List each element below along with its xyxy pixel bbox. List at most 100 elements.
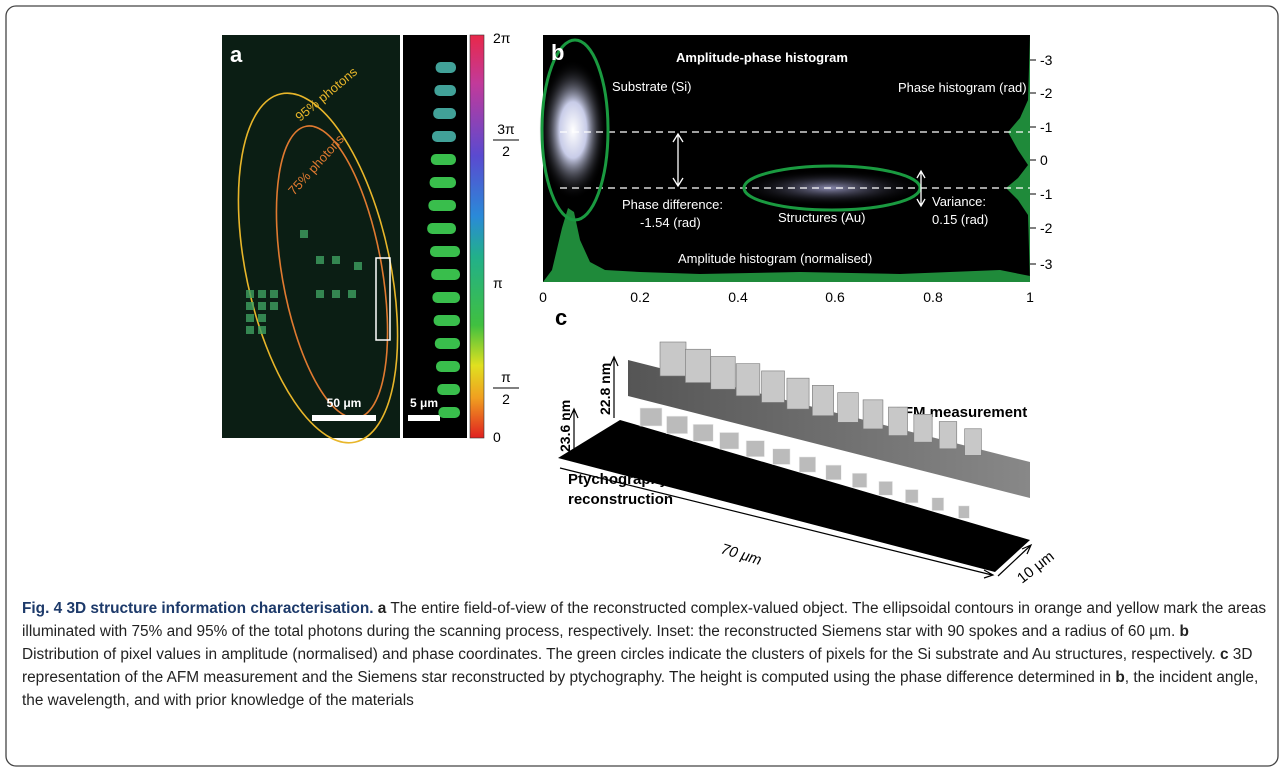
- scale-label: 50 μm: [327, 396, 362, 410]
- y-tick-label: 0: [1040, 152, 1048, 168]
- test-pattern: [332, 256, 340, 264]
- spoke: [430, 246, 460, 257]
- afm-block: [736, 364, 760, 396]
- annotation: reconstruction: [568, 491, 673, 508]
- colorbar-tick-label: π: [493, 275, 503, 291]
- test-pattern: [246, 290, 254, 298]
- test-pattern: [258, 326, 266, 334]
- ptycho-bar: [693, 424, 713, 441]
- height-label: 23.6 nm: [557, 400, 573, 452]
- x-tick-label: 0.6: [825, 289, 845, 305]
- afm-block: [838, 393, 859, 423]
- height-label: 22.8 nm: [597, 363, 613, 415]
- annotation: Phase difference:: [622, 197, 723, 212]
- afm-block: [939, 422, 957, 449]
- annotation: Amplitude histogram (normalised): [678, 251, 872, 266]
- panel-b: b Amplitude-phase histogram Substrate (S…: [539, 35, 1053, 305]
- test-pattern: [246, 314, 254, 322]
- caption-ref: b: [1115, 669, 1124, 686]
- afm-block: [965, 429, 982, 456]
- afm-block: [787, 378, 809, 409]
- x-tick-label: 0.8: [923, 289, 943, 305]
- test-pattern: [246, 302, 254, 310]
- caption-label: a: [378, 600, 387, 617]
- caption-label: c: [1220, 646, 1229, 663]
- fov-image: [222, 35, 400, 438]
- ptycho-bar: [958, 506, 969, 518]
- colorbar-tick-label: 0: [493, 429, 501, 445]
- x-tick-label: 1: [1026, 289, 1034, 305]
- afm-block: [660, 342, 686, 376]
- spoke: [432, 292, 460, 303]
- panel-label: c: [555, 305, 567, 330]
- dimension-label: 70 μm: [719, 541, 764, 569]
- test-pattern: [316, 256, 324, 264]
- ptycho-bar: [905, 490, 918, 503]
- colorbar: [470, 35, 484, 438]
- spoke: [432, 131, 456, 142]
- afm-block: [914, 414, 932, 442]
- test-pattern: [258, 302, 266, 310]
- annotation: Substrate (Si): [612, 79, 691, 94]
- spoke: [433, 108, 456, 119]
- test-pattern: [258, 314, 266, 322]
- histogram-image: [543, 35, 1030, 282]
- histogram-title: Amplitude-phase histogram: [676, 50, 848, 65]
- y-tick-label: -3: [1040, 52, 1053, 68]
- test-pattern: [348, 290, 356, 298]
- test-pattern: [332, 290, 340, 298]
- colorbar-tick-label: 3π: [497, 121, 515, 137]
- y-tick-label: -2: [1040, 220, 1053, 236]
- test-pattern: [300, 230, 308, 238]
- spoke: [434, 85, 456, 96]
- figure: a 95% photons 75% photons 50 μm 5 μm 2π3…: [0, 0, 1284, 772]
- test-pattern: [270, 302, 278, 310]
- annotation: 0.15 (rad): [932, 212, 988, 227]
- ptycho-bar: [879, 481, 893, 495]
- spoke: [435, 338, 460, 349]
- ptycho-bar: [640, 408, 662, 426]
- annotation: Ptychography: [568, 471, 669, 488]
- caption-title: Fig. 4 3D structure information characte…: [22, 600, 374, 617]
- dimension-label: 10 μm: [1014, 548, 1058, 587]
- colorbar-tick-label: 2: [502, 143, 510, 159]
- scale-bar: [408, 415, 440, 421]
- annotation: Structures (Au): [778, 210, 865, 225]
- ptycho-bar: [746, 441, 764, 457]
- ptycho-bar: [667, 416, 688, 434]
- panel-label: b: [551, 40, 564, 65]
- annotation: -1.54 (rad): [640, 215, 701, 230]
- test-pattern: [354, 262, 362, 270]
- annotation: Phase histogram (rad): [898, 80, 1027, 95]
- y-tick-label: -2: [1040, 85, 1053, 101]
- spoke: [430, 177, 456, 188]
- afm-block: [711, 356, 735, 389]
- spoke: [438, 407, 460, 418]
- spoke: [434, 315, 460, 326]
- spoke: [437, 384, 460, 395]
- colorbar-tick-label: 2π: [493, 30, 511, 46]
- spoke: [431, 154, 456, 165]
- panel-label: a: [230, 42, 243, 67]
- ptycho-bar: [799, 457, 815, 472]
- annotation: Variance:: [932, 194, 986, 209]
- substrate-cluster: [539, 60, 607, 200]
- spoke: [428, 200, 456, 211]
- afm-block: [863, 400, 883, 429]
- afm-block: [888, 407, 907, 435]
- test-pattern: [246, 326, 254, 334]
- colorbar-tick-label: π: [501, 369, 511, 385]
- inset-image: [403, 35, 467, 438]
- test-pattern: [316, 290, 324, 298]
- panel-c: c 22.8 nm 23.6 nm AFM measurement Ptycho…: [555, 305, 1058, 587]
- x-tick-label: 0: [539, 289, 547, 305]
- afm-block: [685, 349, 710, 382]
- scale-bar: [312, 415, 376, 421]
- caption-label: b: [1180, 623, 1189, 640]
- annotation: AFM measurement: [893, 404, 1027, 421]
- spoke: [436, 62, 456, 73]
- caption-text: Distribution of pixel values in amplitud…: [22, 646, 1216, 663]
- colorbar-tick-label: 2: [502, 391, 510, 407]
- x-tick-label: 0.2: [630, 289, 650, 305]
- y-tick-label: -3: [1040, 256, 1053, 272]
